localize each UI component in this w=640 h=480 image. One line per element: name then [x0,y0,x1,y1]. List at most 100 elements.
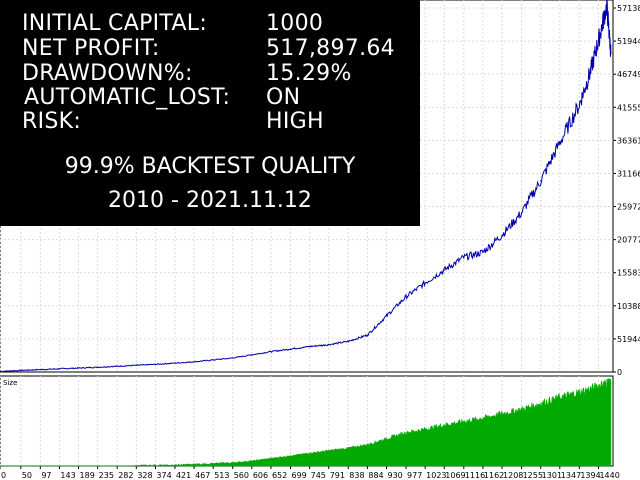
y-tick-label: 155833 [617,269,640,278]
y-tick-label: 0 [617,368,622,377]
y-tick-label: 103888 [617,302,640,311]
balance-point [610,52,612,55]
balance-point [212,359,214,361]
size-point [154,464,156,466]
overlay-value-net-profit: 517,897.64 [266,36,395,61]
x-tick-label: 1069 [445,471,465,480]
size-point [270,457,272,459]
size-point [251,460,253,462]
backtest-period-text: 2010 - 2021.11.12 [108,188,312,213]
size-point [232,462,234,464]
balance-point [39,368,41,371]
size-point [386,437,388,439]
x-tick-label: 328 [137,471,152,480]
size-point [193,463,195,465]
overlay-label-initial-capital: INITIAL CAPITAL: [22,11,208,36]
x-tick-label: 143 [60,471,75,480]
overlay-value-automatic-lost: ON [266,85,301,110]
size-point [116,465,118,467]
balance-point [270,351,272,353]
y-tick-label: 311665 [617,169,640,178]
balance-point [77,367,80,369]
x-tick-label: 699 [291,471,306,480]
y-tick-label: 363610 [617,136,640,145]
size-point [309,452,311,454]
balance-point [366,334,368,336]
x-tick-label: 1162 [484,471,504,480]
y-tick-label: 571386 [617,4,640,13]
size-point [328,450,330,452]
x-tick-label: 421 [176,471,191,480]
balance-point [347,340,349,343]
balance-point [597,40,600,42]
balance-point [0,370,1,372]
x-tick-label: 282 [118,471,133,480]
x-tick-label: 235 [99,471,114,480]
size-point [501,413,503,415]
y-tick-label: 51944 [617,335,640,344]
backtest-quality-text: 99.9% BACKTEST QUALITY [64,154,356,179]
balance-point [443,269,445,271]
y-tick-label: 467498 [617,70,640,79]
balance-point [309,345,311,348]
balance-point [578,103,580,106]
size-point [0,465,1,467]
x-tick-label: 606 [253,471,268,480]
x-tick-label: 930 [388,471,403,480]
balance-point [328,344,330,346]
balance-point [482,251,484,253]
x-tick-label: 1301 [542,471,562,480]
balance-point [58,368,61,370]
balance-point [559,142,561,144]
size-point [606,382,608,384]
x-tick-label: 1255 [523,471,543,480]
size-point [405,431,407,433]
size-point [366,444,368,445]
x-tick-label: 467 [195,471,210,480]
size-point [578,391,580,393]
x-tick-label: 50 [22,471,32,480]
x-tick-label: 0 [1,471,6,480]
y-tick-label: 207777 [617,236,640,245]
overlay-label-risk: RISK: [22,109,82,134]
overlay-label-drawdown: DRAWDOWN%: [22,61,193,86]
balance-point [154,363,157,365]
balance-point [540,180,542,182]
balance-point [589,71,591,74]
x-tick-label: 560 [234,471,249,480]
balance-point [289,348,292,350]
x-tick-label: 977 [407,471,422,480]
balance-point [606,5,608,7]
overlay-value-drawdown: 15.29% [266,61,352,86]
size-axis-label: Size [3,379,17,387]
size-point [482,417,484,419]
balance-point [174,362,176,364]
balance-point [424,282,426,284]
overlay-label-net-profit: NET PROFIT: [22,36,160,61]
balance-point [520,212,523,214]
x-tick-label: 1347 [561,471,581,480]
x-tick-label: 791 [330,471,345,480]
balance-point [97,366,99,368]
y-tick-label: 259721 [617,203,640,212]
size-point [610,382,612,384]
size-point [347,447,349,449]
overlay-label-automatic-lost: AUTOMATIC_LOST: [24,85,231,110]
x-tick-label: 1394 [580,471,600,480]
x-tick-label: 1116 [465,471,485,480]
size-point [443,424,445,426]
size-point [39,465,41,467]
balance-point [463,256,465,258]
overlay-value-risk: HIGH [266,109,324,134]
balance-point [501,234,503,236]
x-tick-label: 1440 [599,471,619,480]
x-tick-label: 513 [214,471,229,480]
balance-point [20,369,22,372]
x-tick-label: 97 [41,471,51,480]
balance-point [405,296,407,298]
size-point [289,455,291,457]
size-point [540,402,542,404]
size-point [424,428,426,430]
balance-point [385,315,388,317]
